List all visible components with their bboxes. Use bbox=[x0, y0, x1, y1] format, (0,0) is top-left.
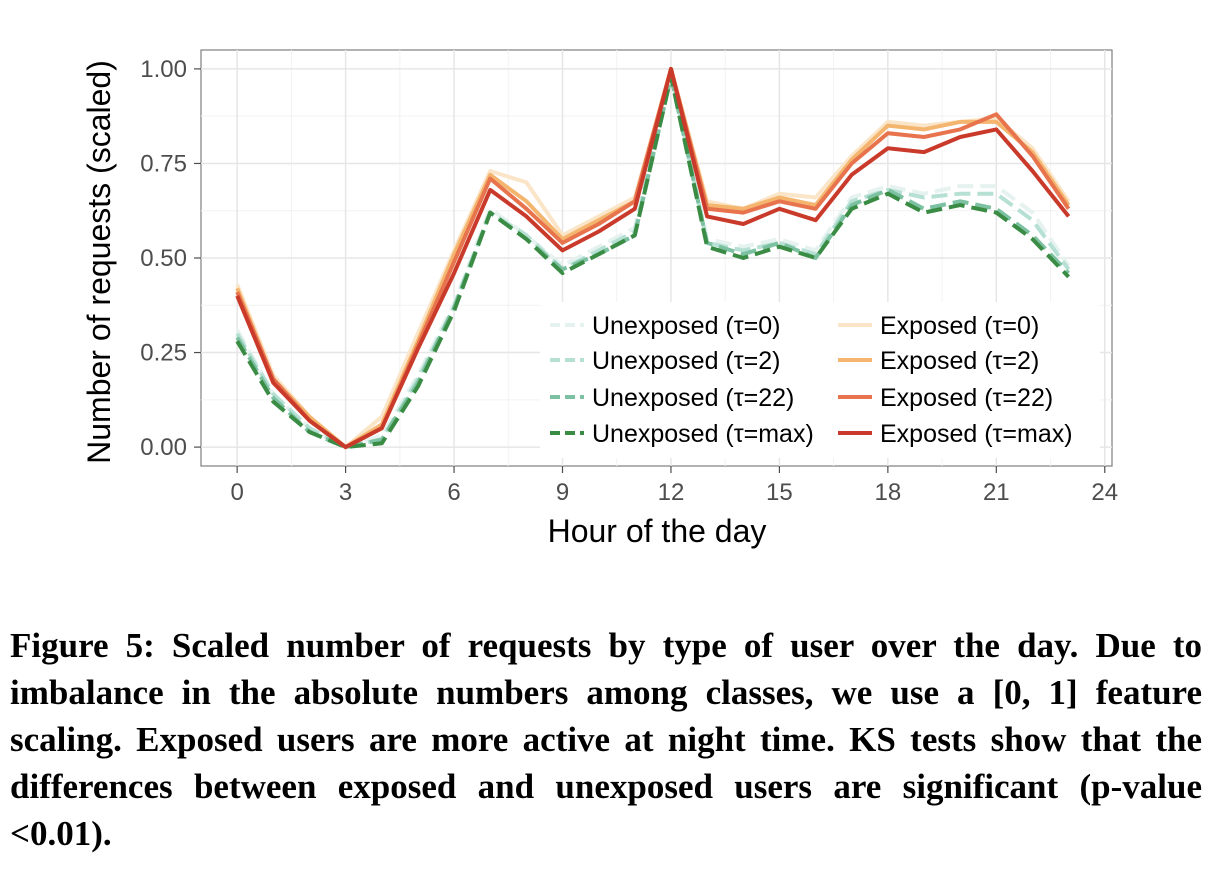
y-tick-label: 0.00 bbox=[140, 434, 187, 461]
series-lines bbox=[235, 66, 1071, 450]
legend-label-4: Exposed (τ=0) bbox=[880, 312, 1039, 340]
y-axis-ticks: 0.00 0.25 0.50 0.75 1.00 bbox=[140, 56, 201, 461]
series-line-0 bbox=[235, 70, 1071, 450]
legend-label-3: Unexposed (τ=max) bbox=[592, 420, 814, 448]
x-tick-label: 3 bbox=[339, 479, 352, 506]
x-axis-title: Hour of the day bbox=[548, 513, 767, 549]
x-tick-label: 24 bbox=[1091, 479, 1118, 506]
figure-caption: Figure 5: Scaled number of requests by t… bbox=[10, 622, 1202, 857]
legend: Unexposed (τ=0) Unexposed (τ=2) Unexposed … bbox=[540, 302, 1100, 458]
x-axis-ticks: 0 3 6 9 12 15 18 21 24 bbox=[230, 466, 1118, 506]
x-tick-label: 15 bbox=[766, 479, 793, 506]
y-tick-label: 1.00 bbox=[140, 56, 187, 83]
legend-background bbox=[540, 302, 1100, 458]
legend-label-6: Exposed (τ=22) bbox=[880, 384, 1053, 412]
series-line-3 bbox=[235, 74, 1071, 450]
x-tick-label: 21 bbox=[983, 479, 1010, 506]
x-tick-label: 6 bbox=[447, 479, 460, 506]
legend-label-0: Unexposed (τ=0) bbox=[592, 312, 780, 340]
x-tick-label: 9 bbox=[556, 479, 569, 506]
y-axis-title: Number of requests (scaled) bbox=[81, 60, 117, 464]
series-line-7 bbox=[235, 66, 1071, 450]
caption-text: Scaled number of requests by type of use… bbox=[10, 626, 1203, 853]
y-tick-label: 0.75 bbox=[140, 150, 187, 177]
legend-label-5: Exposed (τ=2) bbox=[880, 347, 1039, 375]
legend-label-2: Unexposed (τ=22) bbox=[592, 384, 794, 412]
series-line-2 bbox=[235, 74, 1071, 450]
x-tick-label: 18 bbox=[875, 479, 902, 506]
line-chart: 0 3 6 9 12 15 18 21 24 0.00 0.25 0.50 0.75 1.00 Hour… bbox=[81, 49, 1118, 549]
legend-label-1: Unexposed (τ=2) bbox=[592, 347, 780, 375]
figure-label: Figure 5: bbox=[10, 626, 155, 665]
y-tick-label: 0.50 bbox=[140, 245, 187, 272]
x-tick-label: 0 bbox=[230, 479, 243, 506]
y-tick-label: 0.25 bbox=[140, 340, 187, 367]
x-tick-label: 12 bbox=[658, 479, 685, 506]
legend-label-7: Exposed (τ=max) bbox=[880, 420, 1073, 448]
